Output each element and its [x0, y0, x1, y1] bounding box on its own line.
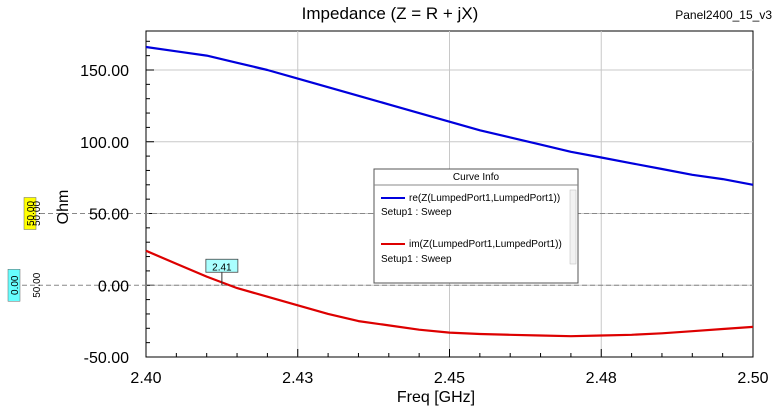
reference-line-tag[interactable]: 50.00 — [23, 197, 37, 230]
tag-background — [7, 269, 21, 302]
curve-info-legend[interactable]: Curve Info re(Z(LumpedPort1,LumpedPort1)… — [373, 168, 579, 284]
series-layer — [145, 45, 754, 338]
x-tick-label: 2.40 — [130, 370, 161, 387]
legend-entry-im-sub: Setup1 : Sweep — [381, 254, 452, 265]
x-tick-label: 2.45 — [434, 370, 465, 387]
reference-line-mid-value: 50.00 — [32, 272, 43, 297]
reference-line-mid-label: 50.00 — [32, 272, 43, 297]
reference-line-tag-value: 50.00 — [26, 201, 37, 226]
reference-line-mid-label: 50.00 — [32, 201, 43, 226]
frequency-marker[interactable]: 2.41 — [205, 258, 239, 286]
marker-label: 2.41 — [212, 262, 232, 273]
y-tick-label: 50.00 — [89, 207, 129, 224]
reference-line-tag[interactable]: 0.00 — [7, 269, 21, 302]
marker-flag — [205, 258, 239, 273]
legend-title: Curve Info — [453, 172, 500, 183]
y-tick-label: 0.00 — [98, 278, 129, 295]
y-axis-label: Ohm — [55, 190, 72, 225]
series-line-im[interactable] — [145, 249, 754, 338]
legend-entry-re-sub: Setup1 : Sweep — [381, 207, 452, 218]
x-tick-label: 2.43 — [282, 370, 313, 387]
legend-entry-im-name: im(Z(LumpedPort1,LumpedPort1)) — [409, 239, 562, 250]
y-tick-labels: -50.00 0.00 50.00 100.00 150.00 — [80, 63, 129, 367]
minor-ticks — [145, 40, 754, 358]
legend-box — [373, 168, 579, 284]
y-tick-label: -50.00 — [84, 350, 129, 367]
series-line-re[interactable] — [145, 45, 754, 186]
legend-scrollbar[interactable] — [569, 189, 577, 265]
x-tick-label: 2.50 — [737, 370, 768, 387]
reference-line-tag-value: 0.00 — [10, 275, 21, 295]
x-axis-label: Freq [GHz] — [397, 389, 475, 406]
x-tick-labels: 2.40 2.43 2.45 2.48 2.50 — [130, 370, 768, 387]
y-tick-label: 100.00 — [80, 135, 129, 152]
legend-entry-re-name: re(Z(LumpedPort1,LumpedPort1)) — [409, 193, 560, 204]
tag-background — [23, 197, 37, 230]
reference-line-mid-value: 50.00 — [32, 201, 43, 226]
chart-title: Impedance (Z = R + jX) — [302, 4, 479, 23]
design-name: Panel2400_15_v3 — [675, 8, 772, 22]
y-tick-label: 150.00 — [80, 63, 129, 80]
x-tick-label: 2.48 — [586, 370, 617, 387]
